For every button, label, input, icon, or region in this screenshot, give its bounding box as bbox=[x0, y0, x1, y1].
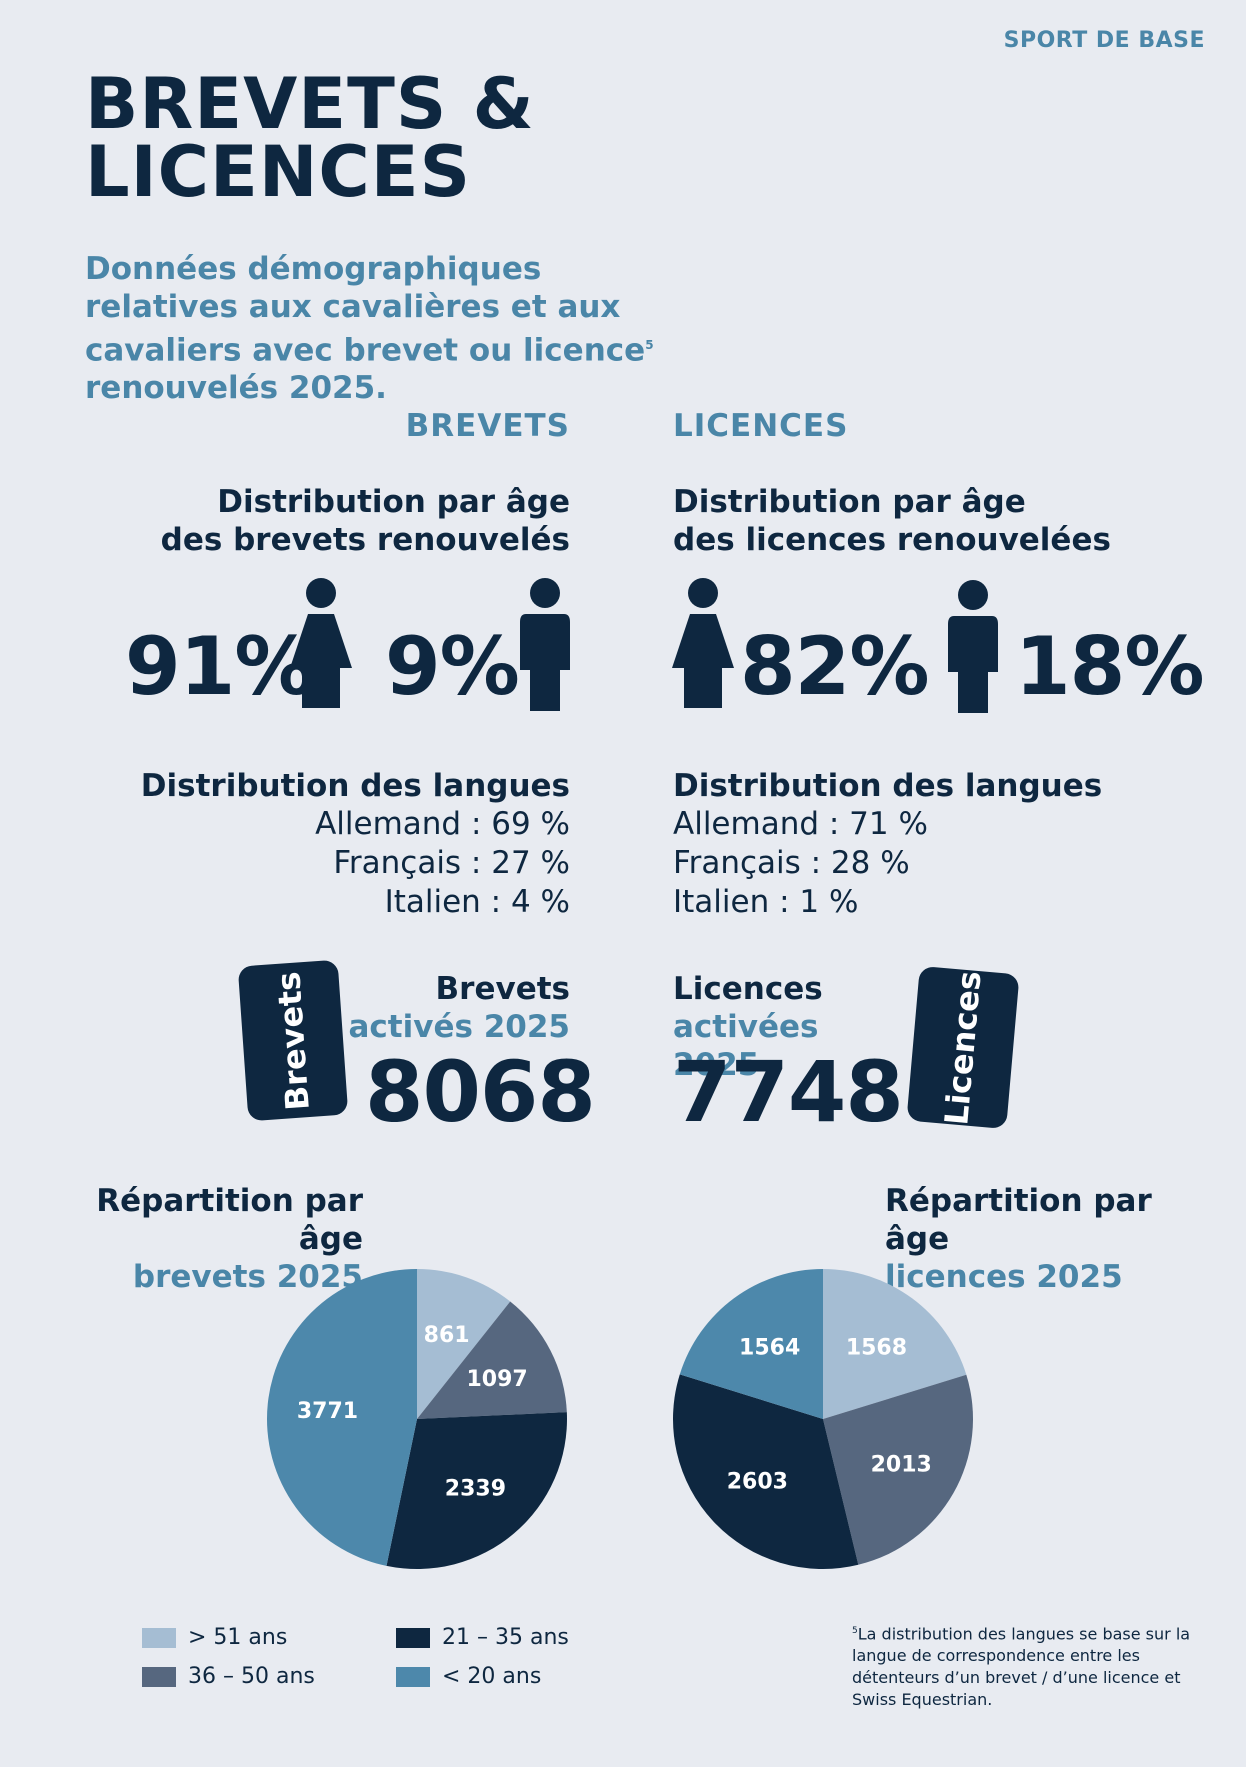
legend-lt20: < 20 ans bbox=[396, 1664, 541, 1689]
brevets-slice-label-21-35: 2339 bbox=[445, 1476, 506, 1501]
brevets-lang-it: Italien : 4 % bbox=[384, 884, 570, 920]
brevets-activated-count: 8068 bbox=[365, 1043, 596, 1141]
licences-slice-label-36-50: 2013 bbox=[871, 1452, 932, 1477]
brevets-activated-sub: activés 2025 bbox=[348, 1009, 571, 1045]
brevets-age-dist-line2: des brevets renouvelés bbox=[160, 522, 570, 558]
licences-slice-label-gt51: 1568 bbox=[846, 1336, 907, 1361]
licences-lang-title: Distribution des langues bbox=[673, 768, 1103, 804]
licences-repartition-title: Répartition par âge licences 2025 bbox=[885, 1182, 1225, 1296]
licences-slice-36-50 bbox=[823, 1374, 973, 1565]
brevets-lang-dist: Distribution des langues Allemand : 69 %… bbox=[100, 767, 570, 922]
licences-column-title: LICENCES bbox=[673, 408, 849, 444]
brevets-slice-label-lt20: 3771 bbox=[297, 1399, 358, 1424]
brevets-slice-gt51 bbox=[417, 1269, 511, 1419]
female-figure-icon bbox=[672, 578, 734, 708]
page-title-line2: LICENCES bbox=[85, 131, 472, 213]
licences-rep-title: Répartition par âge bbox=[885, 1183, 1152, 1257]
brevets-column-title: BREVETS bbox=[405, 408, 570, 444]
licences-female-pct: 82% bbox=[740, 620, 929, 713]
licences-rep-sub: licences 2025 bbox=[885, 1259, 1123, 1295]
licences-slice-label-lt20: 1564 bbox=[739, 1335, 800, 1360]
licences-card-label: Licences bbox=[937, 968, 989, 1127]
subtitle-line4: renouvelés 2025. bbox=[85, 370, 387, 407]
legend-label-36-50: 36 – 50 ans bbox=[188, 1664, 315, 1689]
legend-swatch-gt51 bbox=[142, 1627, 176, 1648]
subtitle-line2: relatives aux cavalières et aux bbox=[85, 289, 621, 325]
page-subtitle: Données démographiques relatives aux cav… bbox=[85, 250, 685, 407]
footnote-ref: 5 bbox=[852, 1626, 858, 1636]
licences-pie-chart: 1568 2013 2603 1564 bbox=[673, 1269, 973, 1569]
brevets-age-dist-line1: Distribution par âge bbox=[217, 484, 570, 520]
brevets-lang-de: Allemand : 69 % bbox=[315, 806, 570, 842]
brevets-male-pct: 9% bbox=[385, 620, 520, 713]
licences-lang-dist: Distribution des langues Allemand : 71 %… bbox=[673, 767, 1153, 922]
legend-swatch-lt20 bbox=[396, 1666, 430, 1687]
section-tag: SPORT DE BASE bbox=[1003, 28, 1205, 53]
brevets-lang-title: Distribution des langues bbox=[140, 768, 570, 804]
licences-slice-21-35 bbox=[673, 1374, 859, 1569]
legend-label-lt20: < 20 ans bbox=[442, 1664, 542, 1689]
brevets-slice-label-gt51: 861 bbox=[424, 1323, 470, 1348]
licences-slice-gt51 bbox=[823, 1269, 967, 1419]
footnote-text: La distribution des langues se base sur … bbox=[852, 1624, 1191, 1710]
brevets-card-label: Brevets bbox=[269, 969, 317, 1112]
licences-activated-sub: activées 2025 bbox=[673, 1009, 819, 1083]
brevets-slice-36-50 bbox=[417, 1301, 567, 1419]
brevets-activated-label: Brevets bbox=[435, 971, 570, 1007]
brevets-slice-label-36-50: 1097 bbox=[466, 1367, 527, 1392]
brevets-slice-21-35 bbox=[386, 1412, 567, 1569]
licences-activated-label: Licences bbox=[673, 971, 823, 1007]
licences-age-dist-line2: des licences renouvelées bbox=[673, 522, 1111, 558]
legend-label-gt51: > 51 ans bbox=[188, 1625, 288, 1650]
footnote: 5La distribution des langues se base sur… bbox=[852, 1620, 1207, 1711]
brevets-repartition-title: Répartition par âge brevets 2025 bbox=[30, 1182, 363, 1296]
licences-activated: Licences activées 2025 bbox=[673, 970, 913, 1084]
brevets-activated: Brevets activés 2025 bbox=[330, 970, 571, 1046]
brevets-pie-chart: 861 1097 2339 3771 bbox=[266, 1269, 567, 1569]
licences-lang-de: Allemand : 71 % bbox=[673, 806, 928, 842]
licences-card-icon: Licences bbox=[906, 965, 1020, 1130]
licences-male-pct: 18% bbox=[1015, 620, 1204, 713]
licences-lang-it: Italien : 1 % bbox=[673, 884, 859, 920]
male-figure-icon bbox=[948, 580, 998, 713]
legend-36-50: 36 – 50 ans bbox=[142, 1664, 315, 1689]
brevets-rep-title: Répartition par âge bbox=[96, 1183, 363, 1257]
licences-slice-lt20 bbox=[679, 1269, 823, 1419]
legend-swatch-36-50 bbox=[142, 1666, 176, 1687]
brevets-lang-fr: Français : 27 % bbox=[333, 845, 570, 881]
page-title: BREVETS & LICENCES bbox=[85, 63, 535, 213]
female-figure-icon bbox=[290, 578, 352, 708]
brevets-female-pct: 91% bbox=[125, 620, 314, 713]
page-title-line1: BREVETS & bbox=[85, 63, 535, 145]
licences-age-dist-line1: Distribution par âge bbox=[673, 484, 1026, 520]
brevets-rep-sub: brevets 2025 bbox=[132, 1259, 363, 1295]
legend-swatch-21-35 bbox=[396, 1627, 430, 1648]
legend-21-35: 21 – 35 ans bbox=[396, 1625, 569, 1650]
male-figure-icon bbox=[520, 578, 570, 711]
brevets-age-dist-title: Distribution par âge des brevets renouve… bbox=[100, 483, 570, 559]
licences-activated-count: 7748 bbox=[673, 1043, 904, 1141]
subtitle-line1: Données démographiques bbox=[85, 251, 542, 287]
brevets-slice-lt20 bbox=[266, 1269, 417, 1566]
legend-gt51: > 51 ans bbox=[142, 1625, 287, 1650]
subtitle-line3: cavaliers avec brevet ou licence bbox=[85, 332, 646, 369]
legend-label-21-35: 21 – 35 ans bbox=[442, 1625, 569, 1650]
licences-slice-label-21-35: 2603 bbox=[727, 1470, 788, 1495]
licences-age-dist-title: Distribution par âge des licences renouv… bbox=[673, 483, 1153, 559]
licences-lang-fr: Français : 28 % bbox=[673, 845, 910, 881]
subtitle-footnote-ref: 5 bbox=[645, 338, 654, 352]
